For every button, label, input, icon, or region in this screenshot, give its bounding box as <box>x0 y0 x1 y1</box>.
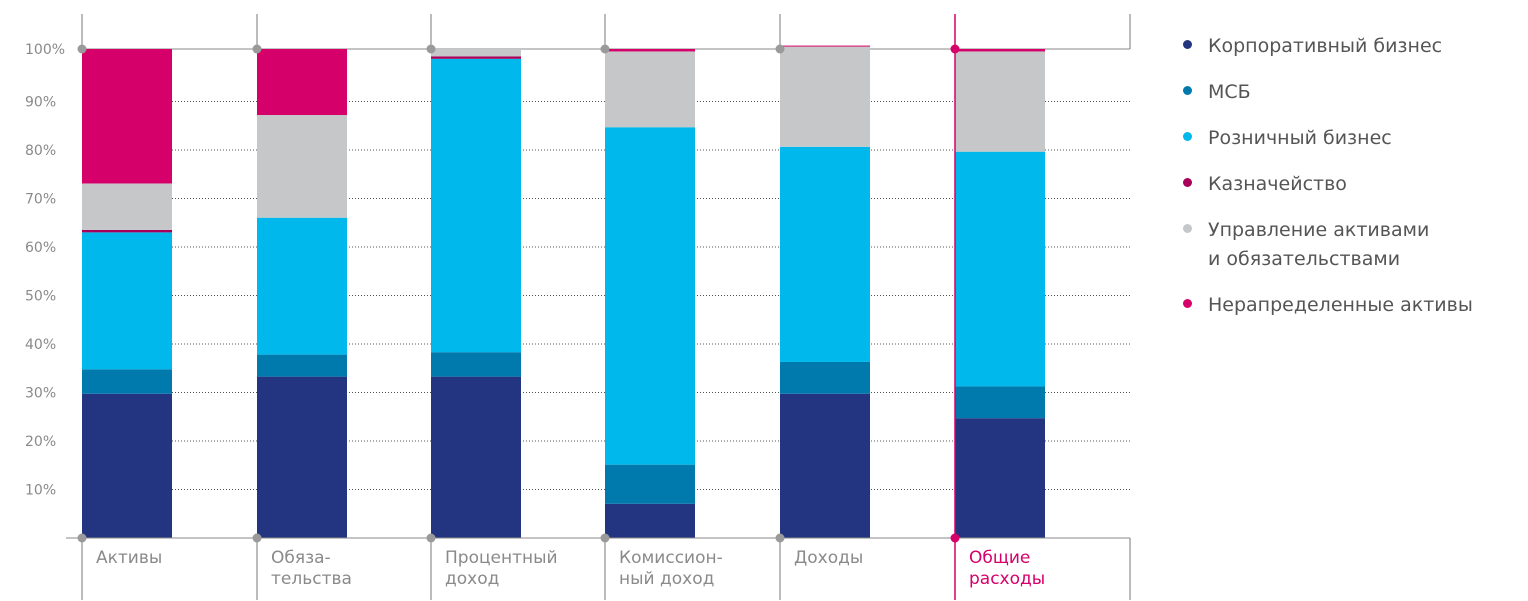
bar-segment <box>431 58 521 353</box>
bar-segment <box>780 45 870 47</box>
x-category-label: Комиссион-ный доход <box>619 548 723 589</box>
chart-legend: Корпоративный бизнес МСБ Розничный бизнес К… <box>1183 32 1473 337</box>
legend-swatch <box>1183 224 1192 233</box>
bar-segment <box>780 46 870 147</box>
x-category-label-line: Обяза- <box>271 548 331 568</box>
legend-swatch <box>1183 40 1192 49</box>
marker-dot <box>775 44 785 54</box>
legend-item: Розничный бизнес <box>1183 124 1473 153</box>
x-category-label: Активы <box>96 548 162 568</box>
bar-segment <box>780 361 870 394</box>
bar-segment <box>431 352 521 377</box>
legend-item: Нерапределенные активы <box>1183 291 1473 320</box>
bar-segment <box>82 232 172 370</box>
bar-segment <box>955 51 1045 152</box>
marker-dot <box>600 533 610 543</box>
bar-segment <box>82 369 172 394</box>
marker-dot <box>426 44 436 54</box>
bar-segment <box>431 376 521 538</box>
bar-segment <box>605 503 695 538</box>
bar-segment <box>257 115 347 218</box>
marker-dot <box>77 533 87 543</box>
bar-segment <box>257 376 347 538</box>
y-tick-label: 10% <box>25 483 56 499</box>
bar-segment <box>780 393 870 538</box>
bar-segment <box>955 49 1045 52</box>
bar-segment <box>605 49 695 52</box>
marker-dot <box>77 44 87 54</box>
x-category-label-line: Активы <box>96 548 162 568</box>
y-tick-label: 60% <box>25 240 56 256</box>
legend-label: Казначейство <box>1208 173 1347 195</box>
x-category-label-line: Комиссион- <box>619 548 723 568</box>
legend-swatch <box>1183 86 1192 95</box>
legend-item: Казначейство <box>1183 170 1473 199</box>
bar-segment <box>955 386 1045 419</box>
bar-segment <box>605 127 695 465</box>
bar-segment <box>82 49 172 184</box>
bar-segment <box>431 56 521 59</box>
legend-swatch <box>1183 299 1192 308</box>
x-category-label: Доходы <box>794 548 863 568</box>
legend-swatch <box>1183 178 1192 187</box>
x-category-label-line: Доходы <box>794 548 863 568</box>
legend-label: Розничный бизнес <box>1208 127 1392 149</box>
bar-segment <box>431 49 521 57</box>
y-tick-label: 50% <box>25 289 56 305</box>
legend-swatch <box>1183 132 1192 141</box>
bar-segment <box>257 49 347 116</box>
legend-label: Корпоративный бизнес <box>1208 35 1443 57</box>
bar-segment <box>82 229 172 233</box>
x-category-label-line: доход <box>445 569 499 589</box>
bar-segment <box>257 354 347 377</box>
x-category-label-line: ный доход <box>619 569 714 589</box>
x-category-label: Обяза-тельства <box>271 548 352 589</box>
x-category-label: Общие расходы <box>969 548 1045 589</box>
marker-dot <box>950 533 960 543</box>
legend-label: Нерапределенные активы <box>1208 294 1473 316</box>
bar-segment <box>955 418 1045 538</box>
bar-segment <box>82 393 172 538</box>
y-tick-label: 100% <box>25 42 65 58</box>
x-category-label-line: Процентный <box>445 548 558 568</box>
x-category-label-line: Общие <box>969 548 1030 568</box>
bar-segment <box>257 217 347 355</box>
y-tick-label: 20% <box>25 434 56 450</box>
marker-dot <box>252 44 262 54</box>
marker-dot <box>252 533 262 543</box>
y-tick-label: 70% <box>25 192 56 208</box>
y-tick-label: 90% <box>25 95 56 111</box>
bar-segment <box>605 464 695 504</box>
x-category-label-line: расходы <box>969 569 1045 589</box>
marker-dot <box>950 44 960 54</box>
legend-item: Корпоративный бизнес <box>1183 32 1473 61</box>
legend-item: МСБ <box>1183 78 1473 107</box>
y-tick-label: 40% <box>25 337 56 353</box>
bar-segment <box>955 151 1045 387</box>
bar-segment <box>82 183 172 230</box>
x-category-label-line: тельства <box>271 569 352 589</box>
marker-dot <box>775 533 785 543</box>
bar-segment <box>780 146 870 362</box>
legend-label: МСБ <box>1208 81 1251 103</box>
legend-item: Управление активами и обязательствами <box>1183 216 1473 274</box>
y-tick-label: 80% <box>25 143 56 159</box>
marker-dot <box>600 44 610 54</box>
legend-label: Управление активами и обязательствами <box>1208 219 1430 270</box>
x-category-label: Процентный доход <box>445 548 558 589</box>
marker-dot <box>426 533 436 543</box>
y-tick-label: 30% <box>25 386 56 402</box>
bar-segment <box>605 51 695 128</box>
